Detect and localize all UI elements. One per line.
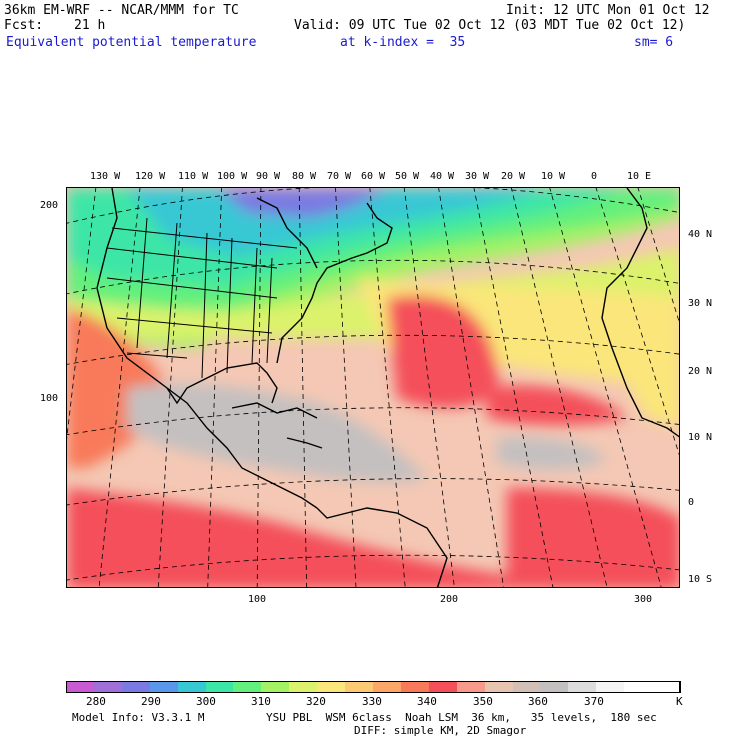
colorbar-swatch (512, 681, 541, 693)
valid-time: Valid: 09 UTC Tue 02 Oct 12 (03 MDT Tue … (294, 18, 686, 33)
colorbar-swatch (177, 681, 207, 693)
map-canvas (67, 188, 679, 587)
colorbar-label: 370 (584, 695, 604, 708)
lat-label: 40 N (688, 229, 713, 240)
grid-y-label: 100 (40, 393, 59, 404)
colorbar-swatch (233, 681, 262, 693)
lon-label: 60 W (361, 171, 386, 182)
colorbar-label: 350 (473, 695, 493, 708)
colorbar-swatch (484, 681, 514, 693)
colorbar-label: 300 (196, 695, 216, 708)
grid-x-label: 100 (248, 594, 267, 605)
colorbar-label: 280 (86, 695, 106, 708)
forecast-hour: 21 h (74, 18, 106, 33)
colorbar-swatch (428, 681, 458, 693)
colorbar-swatch (66, 681, 95, 693)
lat-label: 10 N (688, 432, 713, 443)
lon-label: 10 E (627, 171, 652, 182)
colorbar-swatch (540, 681, 569, 693)
political-boundaries (106, 217, 298, 379)
coastlines (96, 188, 679, 587)
colorbar-unit: K (676, 695, 683, 708)
graticule (67, 188, 679, 587)
lon-label: 50 W (395, 171, 420, 182)
colorbar-label: 320 (306, 695, 326, 708)
colorbar-frame (66, 681, 680, 693)
lon-label: 100 W (217, 171, 248, 182)
lon-label: 10 W (541, 171, 566, 182)
colorbar-label: 310 (251, 695, 271, 708)
smoothing-info: sm= 6 (634, 35, 674, 50)
diffusion-info: DIFF: simple KM, 2D Smagor (354, 724, 527, 737)
colorbar-swatch (93, 681, 123, 693)
model-title: 36km EM-WRF -- NCAR/MMM for TC (4, 3, 239, 18)
lon-label: 30 W (465, 171, 490, 182)
lat-label: 30 N (688, 298, 713, 309)
lon-label: 110 W (178, 171, 209, 182)
lat-label: 10 S (688, 574, 713, 585)
lon-label: 0 (591, 171, 598, 182)
colorbar-label: 360 (528, 695, 548, 708)
colorbar-swatch (624, 681, 653, 693)
lon-label: 70 W (327, 171, 352, 182)
field-name: Equivalent potential temperature (6, 35, 257, 50)
lat-label: 20 N (688, 366, 713, 377)
model-info: Model Info: V3.3.1 M (72, 711, 205, 724)
colorbar-label: 340 (417, 695, 437, 708)
colorbar-swatch (373, 681, 402, 693)
colorbar-swatch (652, 681, 682, 693)
lon-label: 120 W (135, 171, 166, 182)
colorbar-swatch (596, 681, 625, 693)
colorbar-swatch (568, 681, 597, 693)
colorbar-swatch (261, 681, 290, 693)
lon-label: 40 W (430, 171, 455, 182)
grid-x-label: 300 (634, 594, 653, 605)
colorbar-swatch (400, 681, 430, 693)
init-time: Init: 12 UTC Mon 01 Oct 12 (506, 3, 710, 18)
colorbar-swatch (149, 681, 179, 693)
colorbar-swatch (456, 681, 486, 693)
physics-info: YSU PBL WSM 6class Noah LSM 36 km, 35 le… (266, 711, 657, 724)
colorbar-swatch (317, 681, 346, 693)
grid-x-label: 200 (440, 594, 459, 605)
colorbar-label: 290 (141, 695, 161, 708)
lon-label: 80 W (292, 171, 317, 182)
colorbar-label: 330 (362, 695, 382, 708)
lon-label: 130 W (90, 171, 121, 182)
colorbar-swatch (345, 681, 374, 693)
colorbar-swatch (121, 681, 151, 693)
colorbar-swatch (205, 681, 234, 693)
theta-e-map (66, 187, 680, 588)
lon-label: 90 W (256, 171, 281, 182)
level-info: at k-index = 35 (340, 35, 466, 50)
lon-label: 20 W (501, 171, 526, 182)
theta-e-field (67, 188, 679, 587)
forecast-label: Fcst: (4, 18, 44, 33)
grid-y-label: 200 (40, 200, 59, 211)
colorbar-swatch (289, 681, 318, 693)
lat-label: 0 (688, 497, 695, 508)
